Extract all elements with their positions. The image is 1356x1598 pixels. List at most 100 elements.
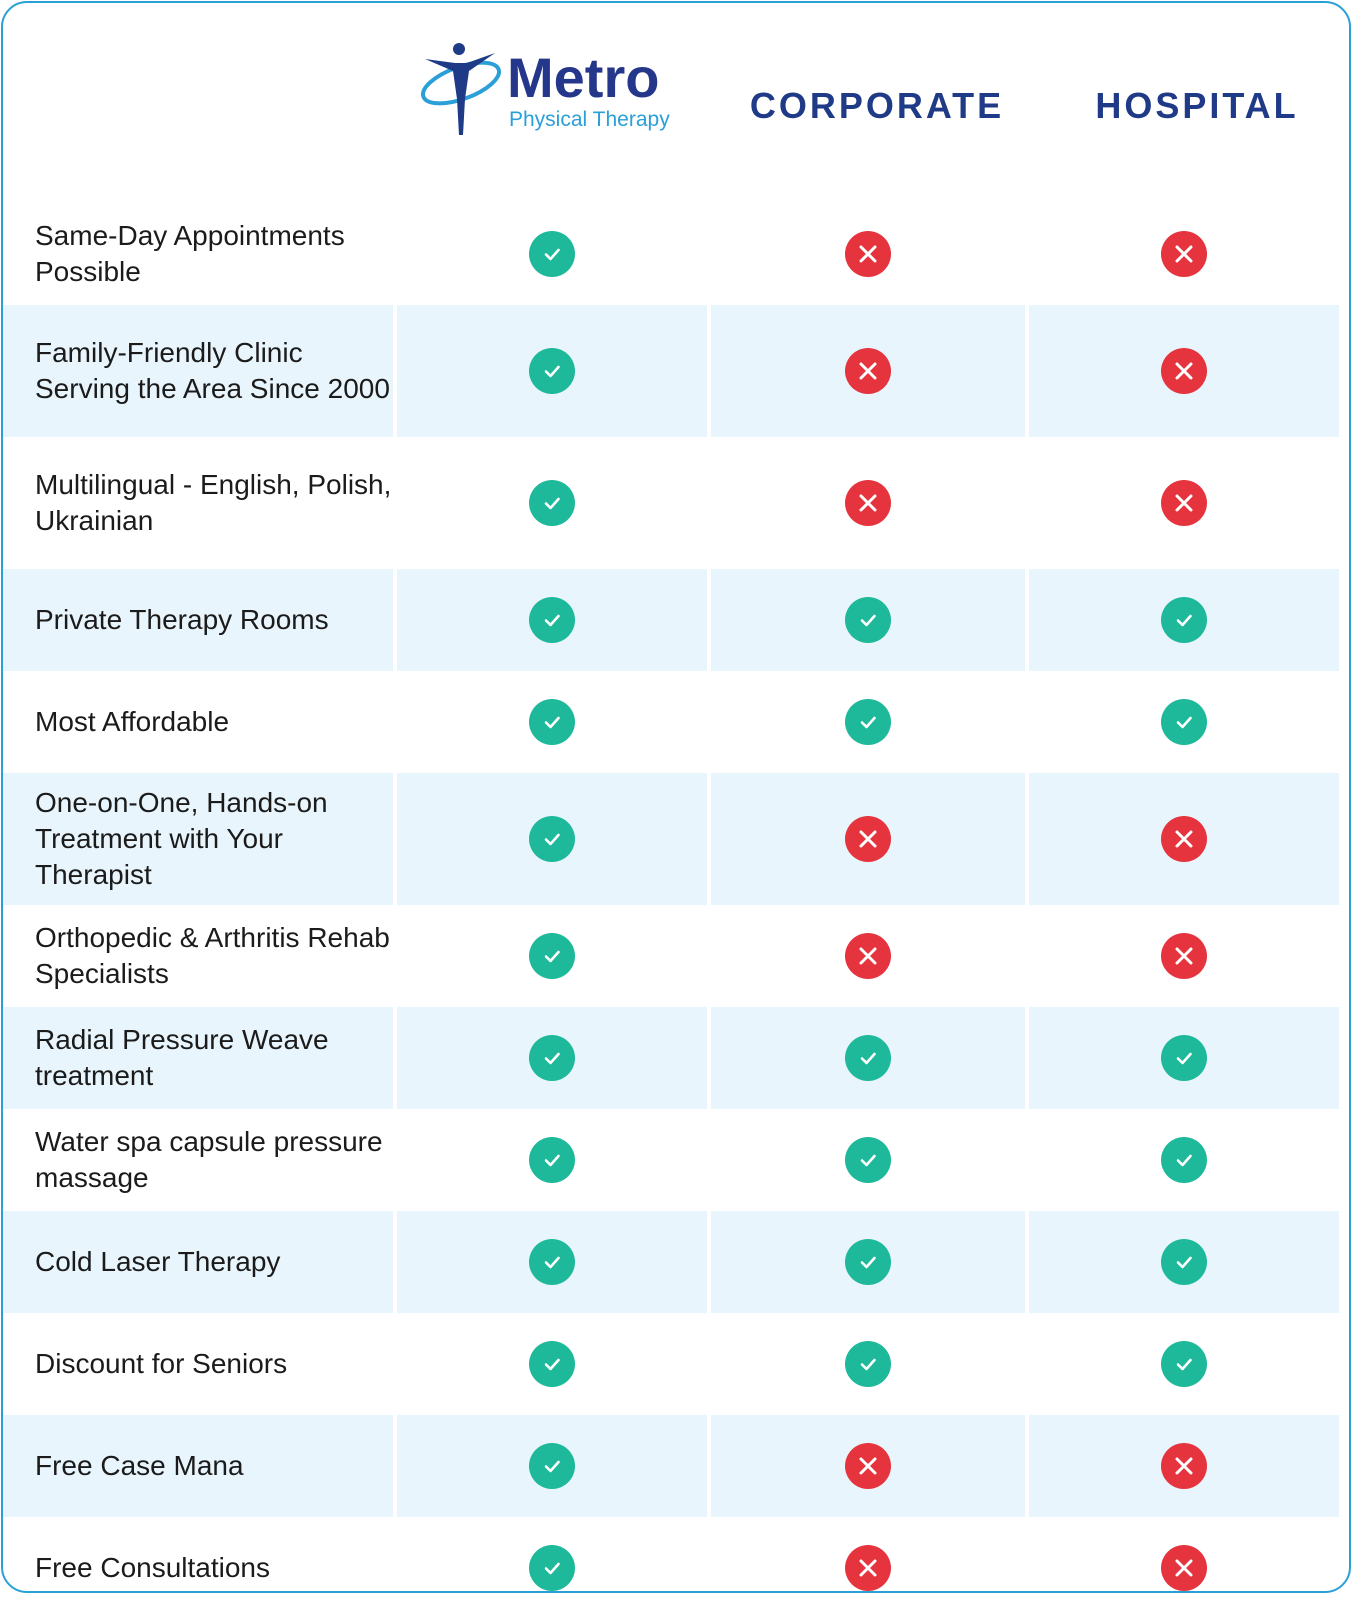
check-icon xyxy=(529,348,575,394)
feature-label: Most Affordable xyxy=(3,671,393,773)
cross-icon xyxy=(1161,348,1207,394)
mark-cell xyxy=(1029,203,1339,305)
check-icon xyxy=(1161,1035,1207,1081)
mark-cell xyxy=(711,203,1025,305)
feature-label: Free Consultations xyxy=(3,1517,393,1591)
check-icon xyxy=(845,1239,891,1285)
mark-cell xyxy=(711,671,1025,773)
mark-cell xyxy=(397,203,707,305)
mark-cell xyxy=(711,905,1025,1007)
mark-cell xyxy=(1029,1415,1339,1517)
check-icon xyxy=(1161,1239,1207,1285)
feature-text: Same-Day Appointments Possible xyxy=(35,220,345,287)
table-row: Orthopedic & Arthritis Rehab Specialists xyxy=(3,905,1349,1007)
check-icon xyxy=(845,1035,891,1081)
table-row: Family-Friendly Clinic Serving the Area … xyxy=(3,305,1349,437)
cross-icon xyxy=(845,1545,891,1591)
mark-cell xyxy=(1029,1211,1339,1313)
mark-cell xyxy=(711,437,1025,569)
feature-label: Discount for Seniors xyxy=(3,1313,393,1415)
feature-label: Family-Friendly Clinic Serving the Area … xyxy=(3,305,393,437)
header: Metro Physical Therapy CORPORATE HOSPITA… xyxy=(3,3,1349,203)
table-row: Discount for Seniors xyxy=(3,1313,1349,1415)
mark-cell xyxy=(711,1415,1025,1517)
table-row: Water spa capsule pressure massage xyxy=(3,1109,1349,1211)
cross-icon xyxy=(845,933,891,979)
mark-cell xyxy=(397,1313,707,1415)
check-icon xyxy=(529,1035,575,1081)
check-icon xyxy=(529,1443,575,1489)
mark-cell xyxy=(397,671,707,773)
mark-cell xyxy=(397,305,707,437)
mark-cell xyxy=(1029,773,1339,905)
feature-text: Most Affordable xyxy=(35,706,230,737)
mark-cell xyxy=(711,1313,1025,1415)
check-icon xyxy=(1161,699,1207,745)
feature-text: Multilingual - English, Polish, Ukrainia… xyxy=(35,469,392,536)
feature-text: Radial Pressure Weave treatment xyxy=(35,1024,329,1091)
cross-icon xyxy=(1161,1545,1207,1591)
feature-label: Private Therapy Rooms xyxy=(3,569,393,671)
feature-text: Free Consultations xyxy=(35,1552,271,1583)
mark-cell xyxy=(397,1007,707,1109)
check-icon xyxy=(529,933,575,979)
feature-label: Multilingual - English, Polish, Ukrainia… xyxy=(3,437,393,569)
feature-label: Orthopedic & Arthritis Rehab Specialists xyxy=(3,905,393,1007)
mark-cell xyxy=(1029,1313,1339,1415)
feature-label: Same-Day Appointments Possible xyxy=(3,203,393,305)
feature-text: Discount for Seniors xyxy=(35,1348,288,1379)
mark-cell xyxy=(1029,671,1339,773)
cross-icon xyxy=(845,231,891,277)
column-heading: HOSPITAL xyxy=(1095,85,1299,126)
check-icon xyxy=(845,1341,891,1387)
logo: Metro Physical Therapy xyxy=(421,43,670,135)
table-row: Free Consultations xyxy=(3,1517,1349,1591)
check-icon xyxy=(529,816,575,862)
mark-cell xyxy=(711,773,1025,905)
mark-cell xyxy=(1029,1517,1339,1591)
mark-cell xyxy=(1029,437,1339,569)
brand-subtitle: Physical Therapy xyxy=(509,108,670,131)
cross-icon xyxy=(1161,231,1207,277)
feature-text: Orthopedic & Arthritis Rehab Specialists xyxy=(35,922,390,989)
check-icon xyxy=(529,699,575,745)
cross-icon xyxy=(845,348,891,394)
table-row: Cold Laser Therapy xyxy=(3,1211,1349,1313)
feature-text: One-on-One, Hands-on Treatment with Your… xyxy=(35,787,328,890)
feature-label: One-on-One, Hands-on Treatment with Your… xyxy=(3,773,393,905)
mark-cell xyxy=(1029,1007,1339,1109)
brand: Metro xyxy=(507,46,659,109)
check-icon xyxy=(1161,597,1207,643)
mark-cell xyxy=(397,1415,707,1517)
cross-icon xyxy=(1161,816,1207,862)
feature-label: Water spa capsule pressure massage xyxy=(3,1109,393,1211)
check-icon xyxy=(529,480,575,526)
table-row: Radial Pressure Weave treatment xyxy=(3,1007,1349,1109)
feature-text: Private Therapy Rooms xyxy=(35,604,329,635)
mark-cell xyxy=(1029,1109,1339,1211)
mark-cell xyxy=(397,1211,707,1313)
table-row: Multilingual - English, Polish, Ukrainia… xyxy=(3,437,1349,569)
check-icon xyxy=(529,1239,575,1285)
table-row: Most Affordable xyxy=(3,671,1349,773)
check-icon xyxy=(529,1545,575,1591)
check-icon xyxy=(529,597,575,643)
mark-cell xyxy=(397,437,707,569)
mark-cell xyxy=(1029,905,1339,1007)
mark-cell xyxy=(397,905,707,1007)
feature-text: Free Case Mana xyxy=(35,1450,244,1481)
table-row: Same-Day Appointments Possible xyxy=(3,203,1349,305)
check-icon xyxy=(529,1137,575,1183)
mark-cell xyxy=(711,569,1025,671)
table-row: One-on-One, Hands-on Treatment with Your… xyxy=(3,773,1349,905)
check-icon xyxy=(845,597,891,643)
mark-cell xyxy=(397,773,707,905)
cross-icon xyxy=(1161,1443,1207,1489)
check-icon xyxy=(845,1137,891,1183)
check-icon xyxy=(1161,1341,1207,1387)
feature-label: Free Case Mana xyxy=(3,1415,393,1517)
check-icon xyxy=(845,699,891,745)
cross-icon xyxy=(845,816,891,862)
feature-text: Family-Friendly Clinic Serving the Area … xyxy=(35,337,390,404)
